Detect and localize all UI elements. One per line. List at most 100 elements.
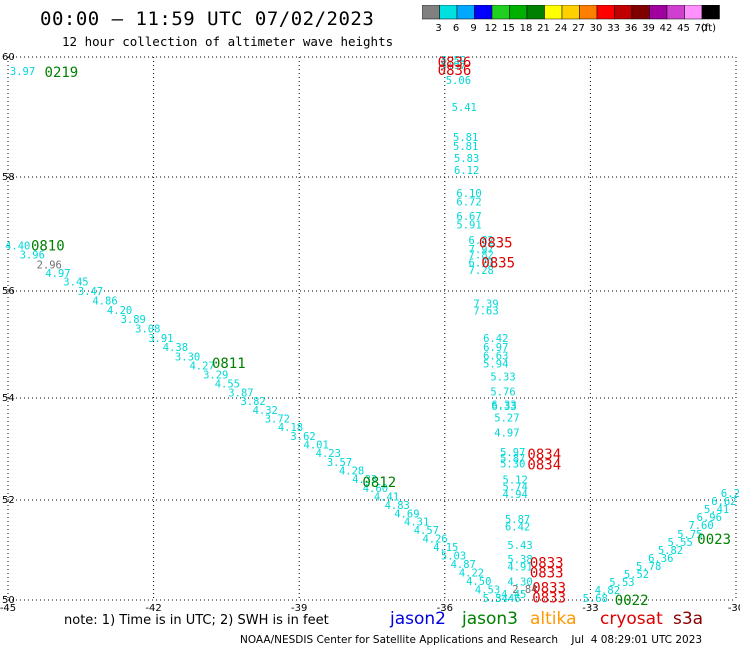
wave-height-label: 7.28	[469, 265, 494, 277]
wave-height-label: 3.72	[265, 413, 290, 425]
colorbar-tick-label: 27	[572, 23, 585, 34]
wave-height-label: 3.62	[290, 431, 315, 443]
wave-height-label: 6.12	[454, 165, 479, 177]
wave-height-label: 4.69	[394, 509, 419, 521]
wave-height-label: 5.52	[624, 569, 649, 581]
wave-height-label: 3.29	[203, 370, 228, 382]
wave-height-label: 6.42	[483, 333, 508, 345]
wave-height-label: 4.55	[215, 379, 240, 391]
pass-time-label: 0810	[31, 238, 65, 254]
x-tick-label: -30	[728, 603, 740, 614]
colorbar-unit-label: (ft)	[701, 23, 716, 34]
wave-height-label: 7.82	[469, 250, 494, 262]
colorbar-tick-label: 21	[537, 23, 550, 34]
wave-height-label: 3.47	[78, 286, 103, 298]
wave-height-label: 3.97	[10, 66, 35, 78]
colorbar-tick-label: 6	[453, 23, 459, 34]
wave-height-label: 4.18	[278, 422, 303, 434]
wave-height-label: 4.41	[374, 491, 399, 503]
x-tick-label: -42	[145, 603, 161, 614]
units-note: note: 1) Time is in UTC; 2) SWH is in fe…	[64, 613, 329, 628]
wave-height-label: 5.87	[505, 514, 530, 526]
wave-height-label: 5.94	[483, 358, 508, 370]
wave-height-label: 6.10	[456, 188, 481, 200]
colorbar-tick-label: 42	[660, 23, 673, 34]
wave-height-label: 6.28	[721, 488, 740, 500]
pass-time-label: 0835	[481, 256, 515, 272]
wave-height-label: 4.27	[189, 360, 214, 372]
wave-height-label: 4.45	[501, 589, 526, 601]
wave-height-label: 4.22	[459, 568, 484, 580]
pass-time-label: 0835	[479, 236, 513, 252]
wave-height-label: 4.94	[503, 489, 528, 501]
wave-height-label: 4.86	[92, 296, 117, 308]
wave-height-label: 4.97	[494, 428, 519, 440]
wave-height-label: 4.87	[451, 559, 476, 571]
wave-height-label: 3.57	[327, 457, 352, 469]
colorbar-tick-label: 45	[677, 23, 690, 34]
wave-height-label: 5.81	[453, 141, 478, 153]
wave-height-label: 4.53	[475, 585, 500, 597]
y-tick-label: 58	[2, 172, 15, 183]
pass-time-label: 0833	[532, 591, 566, 607]
wave-height-label: 7.60	[688, 520, 713, 532]
pass-time-label: 0833	[530, 556, 564, 572]
wave-height-label: 4.40	[5, 241, 30, 253]
wave-height-label: 4.32	[253, 405, 278, 417]
wave-height-label: 5.53	[609, 577, 634, 589]
legend-cryosat: cryosat	[600, 609, 663, 629]
wave-height-label: 6.96	[697, 512, 722, 524]
wave-height-label: 5.27	[494, 412, 519, 424]
wave-height-label: 3.91	[148, 333, 173, 345]
wave-height-label: 6.82	[469, 235, 494, 247]
wave-height-label: 2.84	[512, 584, 537, 596]
colorbar-tick-label: 12	[485, 23, 498, 34]
wave-height-label: 6.62	[711, 496, 736, 508]
x-tick-label: -33	[582, 603, 598, 614]
wave-height-label: 4.01	[304, 439, 329, 451]
wave-height-label: 3.45	[63, 276, 88, 288]
wave-height-label: 4.23	[316, 448, 341, 460]
y-tick-label: 56	[2, 286, 15, 297]
colorbar-tick-label: 36	[625, 23, 638, 34]
wave-height-label: 5.68	[583, 593, 608, 605]
wave-height-label: 5.82	[658, 545, 683, 557]
wave-height-label: 3.87	[228, 388, 253, 400]
wave-height-label: 4.50	[466, 576, 491, 588]
wave-height-label: 5.74	[503, 481, 528, 493]
y-tick-label: 60	[2, 52, 15, 63]
wave-height-label: 5.91	[456, 219, 481, 231]
colorbar-tick-label: 70	[695, 23, 708, 34]
credit-line: NOAA/NESDIS Center for Satellite Applica…	[240, 634, 703, 646]
wave-height-label: 4.15	[433, 542, 458, 554]
wave-height-label: 5.55	[668, 537, 693, 549]
wave-height-label: 7.39	[473, 298, 498, 310]
wave-height-label: 5.75	[677, 529, 702, 541]
colorbar-swatch	[701, 5, 720, 20]
wave-height-label: 5.41	[452, 102, 477, 114]
wave-height-label: 5.41	[704, 504, 729, 516]
y-tick-label: 50	[2, 595, 15, 606]
wave-height-label: 5.97	[500, 447, 525, 459]
wave-height-label: 4.26	[422, 534, 447, 546]
wave-height-label: 4.33	[352, 474, 377, 486]
colorbar-tick-label: 39	[642, 23, 655, 34]
legend-altika: altika	[530, 609, 577, 629]
colorbar-tick-label: 18	[520, 23, 533, 34]
wave-height-label: 4.30	[507, 577, 532, 589]
colorbar-tick-label: 9	[470, 23, 476, 34]
wave-height-label: 5.87	[500, 453, 525, 465]
wave-height-label: 5.46	[495, 593, 520, 605]
wave-height-label: 4.97	[45, 268, 70, 280]
legend-jason2: jason2	[390, 609, 446, 629]
wave-height-label: 5.76	[490, 387, 515, 399]
wave-height-label: 3.89	[121, 314, 146, 326]
wave-height-label: 4.83	[385, 500, 410, 512]
pass-time-label: 0812	[362, 475, 396, 491]
wave-height-label: 5.03	[441, 551, 466, 563]
wave-height-label: 6.33	[491, 400, 516, 412]
legend-jason3: jason3	[462, 609, 518, 629]
colorbar-tick-label: 24	[555, 23, 568, 34]
wave-height-label: 3.82	[240, 396, 265, 408]
